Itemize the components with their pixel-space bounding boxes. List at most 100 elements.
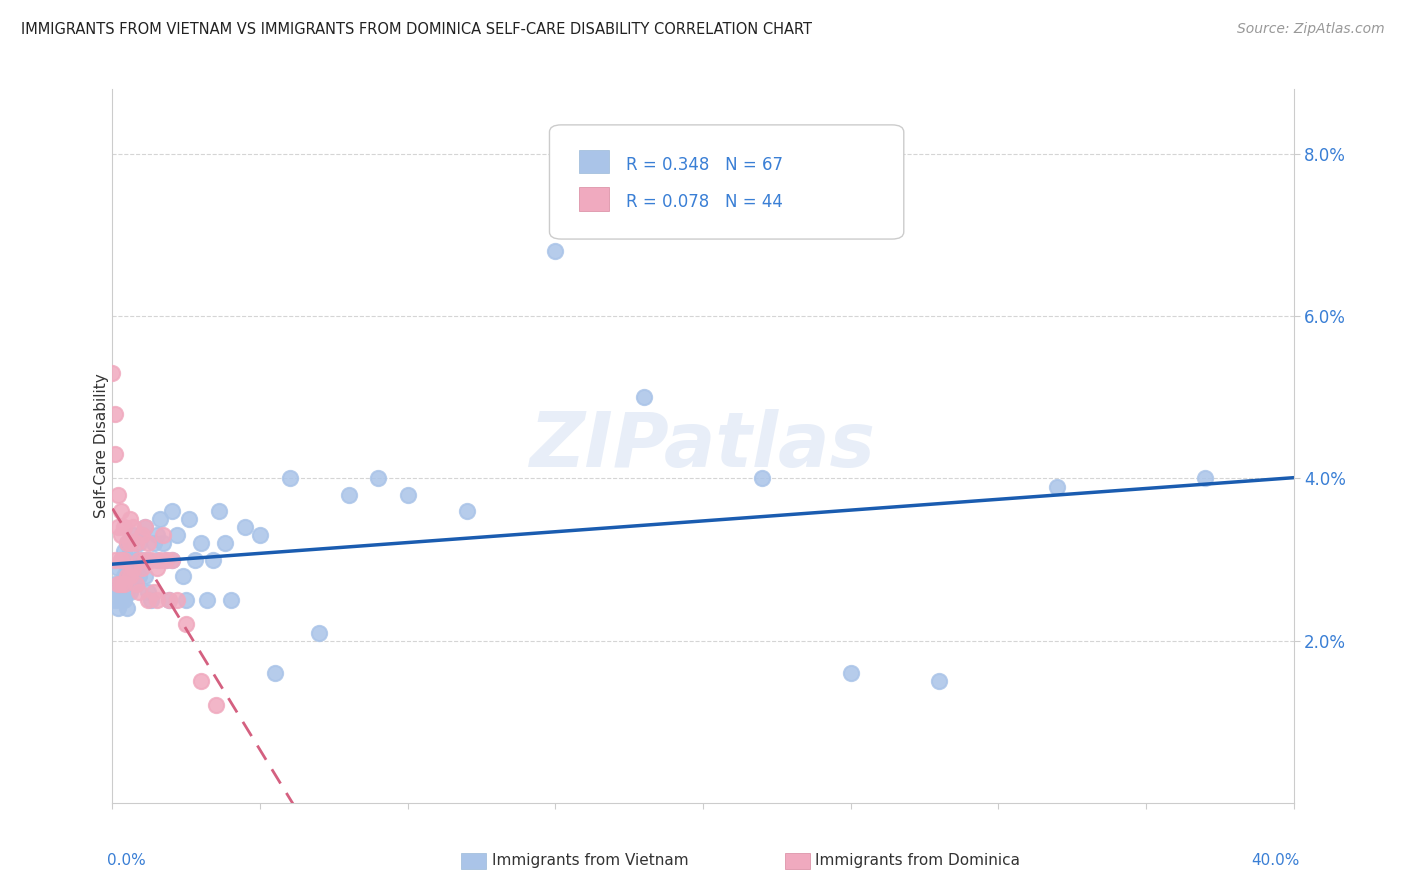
Point [205,698,228,713]
Point [157,593,180,607]
Point [128,552,150,566]
Point [125,577,148,591]
Point [146,528,169,542]
Point [122,528,145,542]
Point [112,568,135,582]
Point [120,512,142,526]
Point [308,625,330,640]
Point [249,528,271,542]
Point [104,407,127,421]
Point [117,536,138,550]
Point [120,544,142,558]
Point [112,577,135,591]
Point [136,585,159,599]
Point [107,585,129,599]
Text: 40.0%: 40.0% [1251,853,1299,868]
Point [152,536,174,550]
Point [367,471,389,485]
Text: Immigrants from Dominica: Immigrants from Dominica [815,854,1021,868]
Point [128,568,150,582]
Point [184,552,207,566]
Point [142,536,165,550]
Point [456,504,478,518]
Point [110,577,132,591]
Point [172,568,194,582]
Point [125,552,148,566]
Point [190,674,212,689]
FancyBboxPatch shape [579,150,609,173]
Point [396,488,419,502]
Point [233,520,256,534]
Point [117,560,138,574]
Point [136,593,159,607]
Point [128,585,150,599]
Point [278,471,301,485]
Point [166,528,188,542]
Point [751,471,773,485]
Point [110,528,132,542]
FancyBboxPatch shape [550,125,904,239]
Point [107,577,129,591]
Point [160,552,183,566]
Point [1194,471,1216,485]
Point [134,568,156,582]
Point [155,552,177,566]
Point [160,504,183,518]
Point [101,366,124,380]
Point [928,674,950,689]
Point [120,585,142,599]
Point [174,617,197,632]
Point [110,552,132,566]
Point [120,568,142,582]
Point [104,552,127,566]
Point [107,601,129,615]
Point [117,568,138,582]
Point [633,390,655,404]
Point [136,536,159,550]
Point [208,504,231,518]
Point [110,593,132,607]
Point [152,528,174,542]
Point [149,552,172,566]
Y-axis label: Self-Care Disability: Self-Care Disability [94,374,108,518]
Point [131,560,153,574]
Point [839,666,862,681]
Point [1046,479,1069,493]
Point [104,577,127,591]
Point [337,488,360,502]
Point [120,536,142,550]
Point [120,568,142,582]
Point [166,593,188,607]
Point [160,552,183,566]
Text: Source: ZipAtlas.com: Source: ZipAtlas.com [1237,22,1385,37]
Point [219,593,242,607]
Point [107,560,129,574]
Point [122,568,145,582]
Point [112,552,135,566]
Point [149,512,172,526]
Point [122,560,145,574]
Text: R = 0.348   N = 67: R = 0.348 N = 67 [626,156,783,174]
Point [190,536,212,550]
Point [146,560,169,574]
Point [544,244,567,259]
Text: 0.0%: 0.0% [107,853,145,868]
Point [174,593,197,607]
Point [110,552,132,566]
Point [155,552,177,566]
Point [122,520,145,534]
Point [131,528,153,542]
Point [146,552,169,566]
Point [214,536,236,550]
Point [264,666,287,681]
Point [139,552,162,566]
Point [112,544,135,558]
Point [134,520,156,534]
Point [136,552,159,566]
Point [146,593,169,607]
Text: Immigrants from Vietnam: Immigrants from Vietnam [492,854,689,868]
Text: R = 0.078   N = 44: R = 0.078 N = 44 [626,193,783,211]
Point [142,585,165,599]
Point [134,520,156,534]
Point [117,601,138,615]
